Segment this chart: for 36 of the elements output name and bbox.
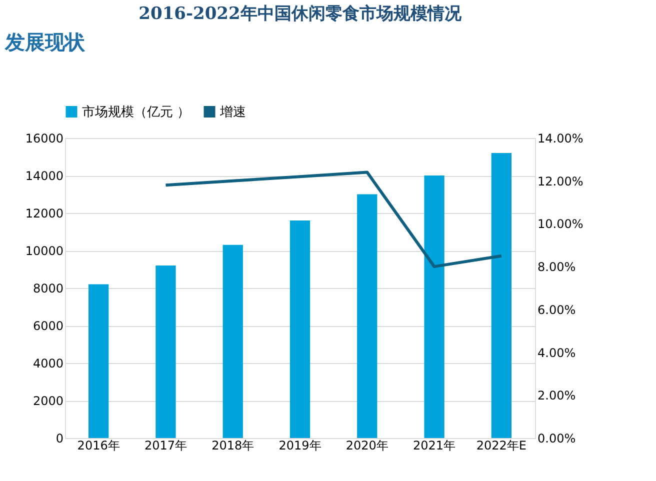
bar <box>156 266 176 438</box>
x-tick-label: 2019年 <box>278 438 322 452</box>
y-tick-label: 8000 <box>32 282 64 296</box>
y2-tick-label: 14.00% <box>538 132 584 146</box>
text: 发展现状 <box>4 30 86 54</box>
y-tick-label: 4000 <box>32 356 64 370</box>
y2-tick-label: 12.00% <box>538 174 584 188</box>
bar <box>88 284 109 438</box>
chart-title: 2016-2022年中国休闲零食市场规模情况 <box>138 4 462 24</box>
bar <box>357 194 378 438</box>
y-tick-label: 0 <box>56 432 64 446</box>
x-tick-label: 2018年 <box>212 438 254 452</box>
y2-tick-label: 4.00% <box>538 346 576 360</box>
x-tick-label: 2022年E <box>476 438 526 452</box>
x-tick-label: 2020年 <box>346 438 388 452</box>
y-tick-label: 16000 <box>25 132 64 146</box>
y2-tick-label: 10.00% <box>538 217 584 232</box>
y-tick-label: 14000 <box>25 169 64 183</box>
legend-label: 市场规模（亿元 ） <box>82 104 190 120</box>
x-tick-label: 2021年 <box>413 438 456 452</box>
x-tick-label: 2016年 <box>77 438 120 452</box>
x-tick-label: 2017年 <box>144 438 187 452</box>
y2-tick-label: 2.00% <box>538 388 576 403</box>
y-tick-label: 10000 <box>25 244 64 258</box>
y-tick-label: 6000 <box>32 319 64 333</box>
y2-tick-label: 6.00% <box>538 302 576 317</box>
bar <box>290 220 310 438</box>
y2-tick-label: 0.00% <box>538 432 576 446</box>
y2-tick-label: 8.00% <box>538 260 576 274</box>
bar <box>222 244 243 438</box>
bar <box>424 176 444 438</box>
legend-label: 增速 <box>219 104 246 120</box>
bar <box>491 153 512 438</box>
line-series <box>164 170 503 268</box>
y-tick-label: 2000 <box>32 394 64 408</box>
y-tick-label: 12000 <box>25 206 64 220</box>
